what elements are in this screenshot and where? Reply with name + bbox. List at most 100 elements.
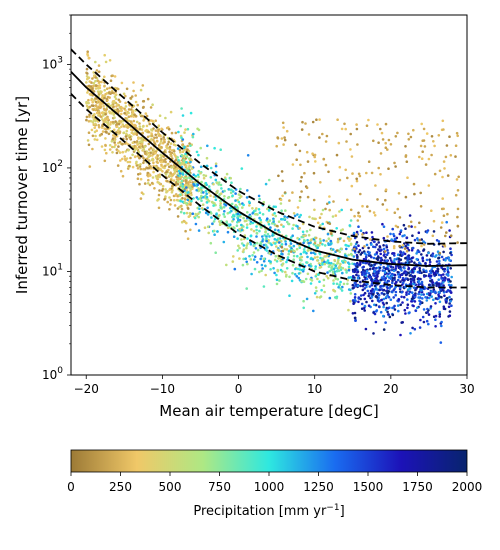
scatter-point (313, 241, 317, 245)
scatter-point (382, 247, 386, 251)
scatter-point (158, 145, 161, 149)
scatter-point (457, 175, 461, 179)
scatter-point (408, 214, 412, 217)
scatter-point (118, 131, 122, 134)
scatter-point (148, 183, 152, 187)
scatter-point (232, 235, 236, 238)
scatter-point (138, 182, 141, 186)
scatter-point (432, 298, 435, 302)
scatter-point (178, 161, 182, 165)
scatter-point (383, 271, 387, 274)
scatter-point (396, 253, 400, 256)
scatter-point (392, 296, 396, 299)
scatter-point (113, 95, 117, 98)
scatter-point (438, 169, 442, 173)
scatter-point (432, 271, 436, 275)
scatter-point (349, 208, 353, 212)
scatter-point (291, 234, 295, 237)
scatter-point (134, 162, 138, 165)
scatter-point (381, 222, 384, 226)
scatter-point (326, 232, 330, 236)
scatter-point (273, 212, 276, 215)
scatter-point (406, 246, 409, 250)
scatter-point (113, 116, 116, 119)
scatter-point (379, 127, 382, 131)
scatter-point (162, 136, 165, 139)
scatter-point (400, 269, 403, 272)
scatter-point (280, 137, 284, 140)
scatter-point (425, 231, 429, 234)
scatter-point (323, 260, 326, 264)
scatter-point (160, 163, 163, 167)
scatter-point (214, 164, 218, 168)
scatter-point (258, 197, 261, 201)
scatter-point (341, 271, 344, 275)
scatter-point (86, 50, 89, 53)
scatter-point (299, 252, 303, 256)
scatter-point (448, 259, 451, 262)
scatter-point (229, 191, 233, 195)
scatter-point (446, 278, 450, 281)
scatter-point (353, 311, 357, 315)
scatter-point (142, 161, 145, 165)
scatter-point (410, 256, 414, 260)
scatter-point (416, 237, 419, 240)
scatter-point (145, 114, 149, 118)
scatter-point (184, 164, 188, 167)
scatter-point (335, 269, 339, 273)
scatter-point (442, 250, 445, 254)
scatter-point (151, 176, 155, 179)
scatter-point (361, 270, 365, 274)
scatter-point (386, 249, 389, 252)
scatter-point (152, 161, 155, 164)
scatter-point (437, 240, 441, 243)
scatter-point (382, 288, 386, 292)
scatter-point (364, 261, 367, 265)
scatter-point (356, 255, 359, 259)
scatter-point (320, 259, 324, 262)
scatter-point (438, 300, 442, 304)
scatter-point (388, 287, 391, 290)
scatter-point (280, 243, 284, 246)
scatter-point (125, 87, 129, 91)
scatter-point (373, 253, 377, 256)
scatter-point (446, 273, 450, 276)
scatter-point (401, 278, 404, 282)
scatter-point (437, 273, 441, 277)
scatter-point (349, 243, 353, 247)
scatter-point (309, 282, 313, 285)
scatter-point (175, 175, 178, 179)
scatter-point (202, 174, 206, 177)
scatter-point (108, 144, 112, 147)
scatter-point (214, 162, 218, 165)
scatter-point (296, 225, 299, 228)
scatter-point (300, 268, 304, 272)
scatter-point (440, 277, 443, 280)
scatter-point (425, 292, 429, 296)
scatter-point (372, 211, 376, 214)
scatter-point (429, 292, 432, 295)
scatter-point (94, 84, 98, 87)
scatter-point (382, 297, 386, 301)
scatter-point (254, 247, 258, 250)
scatter-point (177, 178, 181, 181)
scatter-point (410, 225, 413, 228)
scatter-point (277, 220, 281, 223)
scatter-point (375, 309, 379, 312)
scatter-point (105, 97, 109, 101)
scatter-point (181, 114, 185, 117)
scatter-point (285, 248, 289, 251)
scatter-point (156, 166, 160, 170)
scatter-point (400, 295, 403, 299)
scatter-point (286, 258, 289, 262)
scatter-point (412, 182, 416, 186)
scatter-point (443, 267, 447, 271)
scatter-point (164, 195, 167, 198)
scatter-point (132, 119, 136, 123)
scatter-point (394, 293, 398, 297)
scatter-point (399, 229, 403, 232)
scatter-point (97, 125, 101, 129)
scatter-point (357, 274, 360, 278)
scatter-point (402, 281, 405, 285)
scatter-point (350, 184, 354, 188)
